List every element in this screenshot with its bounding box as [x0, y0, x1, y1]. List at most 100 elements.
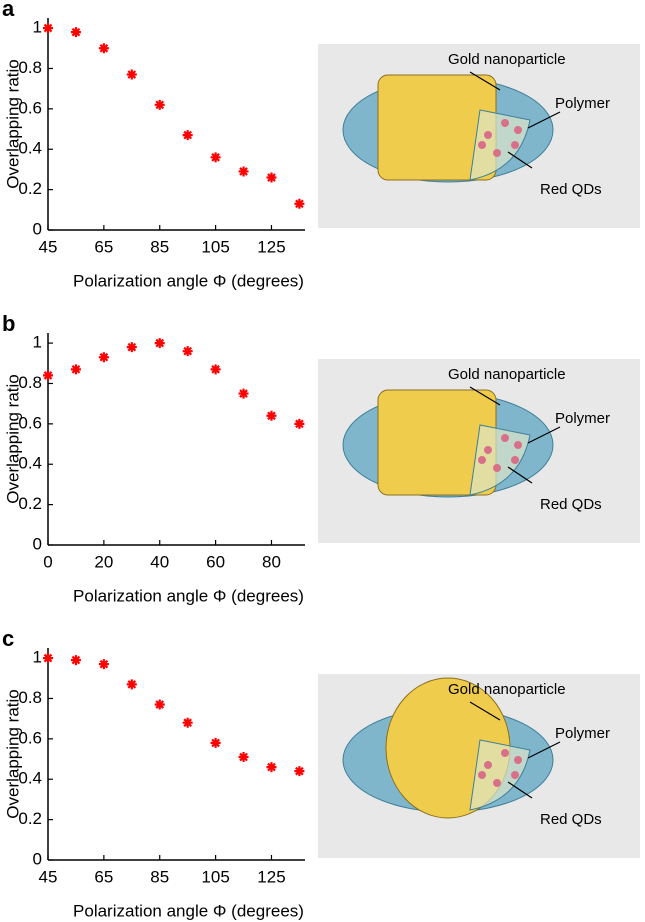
point: [126, 679, 137, 690]
y-tick-label: 0.4: [18, 139, 42, 158]
point: [98, 352, 109, 363]
x-tick-label: 80: [262, 552, 281, 571]
point: [266, 172, 277, 183]
x-tick-label: 40: [150, 552, 169, 571]
point: [294, 418, 305, 429]
point: [182, 346, 193, 357]
x-axis-title: Polarization angle Φ (degrees): [73, 586, 304, 605]
point: [126, 342, 137, 353]
y-tick-label: 0.2: [18, 494, 42, 513]
quantum-dot: [484, 761, 492, 769]
annotation: Gold nanoparticle: [448, 681, 566, 698]
y-tick-label: 0: [33, 534, 42, 553]
quantum-dot: [511, 141, 519, 149]
quantum-dot: [501, 434, 509, 442]
y-tick-label: 0: [33, 849, 42, 868]
x-tick-label: 65: [94, 237, 113, 256]
annotation: Polymer: [555, 95, 610, 112]
point: [98, 43, 109, 54]
point: [154, 699, 165, 710]
quantum-dot: [514, 126, 522, 134]
point: [266, 410, 277, 421]
quantum-dot: [484, 446, 492, 454]
x-tick-label: 60: [206, 552, 225, 571]
point: [182, 717, 193, 728]
annotation: Gold nanoparticle: [448, 366, 566, 383]
leader-line: [469, 701, 501, 721]
y-tick-label: 0.8: [18, 688, 42, 707]
annotation: Red QDs: [540, 496, 602, 513]
annotation: Polymer: [555, 410, 610, 427]
leader-line: [527, 426, 561, 444]
x-tick-label: 45: [39, 237, 58, 256]
illustration: Gold nanoparticle Polymer Red QDs: [318, 674, 640, 858]
leader-line: [507, 466, 533, 484]
y-tick-label: 0.4: [18, 454, 42, 473]
x-tick-label: 85: [150, 237, 169, 256]
y-tick-label: 1: [33, 18, 42, 37]
quantum-dot: [493, 464, 501, 472]
x-tick-label: 125: [257, 867, 285, 886]
point: [126, 69, 137, 80]
leader-line: [527, 741, 561, 759]
point: [70, 655, 81, 666]
point: [210, 152, 221, 163]
x-tick-label: 0: [43, 552, 52, 571]
x-tick-label: 65: [94, 867, 113, 886]
y-tick-label: 0: [33, 219, 42, 238]
quantum-dot: [514, 756, 522, 764]
point: [294, 766, 305, 777]
y-tick-label: 0.8: [18, 373, 42, 392]
quantum-dot: [511, 771, 519, 779]
quantum-dot: [478, 141, 486, 149]
point: [154, 99, 165, 110]
y-axis-title: Overlapping ratio: [3, 59, 22, 188]
quantum-dot: [493, 779, 501, 787]
quantum-dot: [478, 771, 486, 779]
annotation: Red QDs: [540, 181, 602, 198]
y-tick-label: 0.6: [18, 98, 42, 117]
point: [210, 737, 221, 748]
point: [238, 166, 249, 177]
y-tick-label: 0.4: [18, 769, 42, 788]
point: [210, 364, 221, 375]
annotation: Gold nanoparticle: [448, 51, 566, 68]
x-tick-label: 105: [201, 237, 229, 256]
y-tick-label: 0.6: [18, 413, 42, 432]
leader-line: [527, 111, 561, 129]
point: [43, 23, 53, 34]
x-tick-label: 20: [94, 552, 113, 571]
leader-line: [469, 386, 501, 406]
leader-line: [469, 71, 501, 91]
point: [294, 198, 305, 209]
illustration: Gold nanoparticle Polymer Red QDs: [318, 359, 640, 543]
quantum-dot: [501, 119, 509, 127]
y-axis-title: Overlapping ratio: [3, 689, 22, 818]
quantum-dot: [514, 441, 522, 449]
point: [70, 27, 81, 38]
point: [238, 388, 249, 399]
point: [43, 653, 53, 664]
x-axis-title: Polarization angle Φ (degrees): [73, 271, 304, 290]
point: [266, 762, 277, 773]
quantum-dot: [501, 749, 509, 757]
y-axis-title: Overlapping ratio: [3, 374, 22, 503]
quantum-dot: [511, 456, 519, 464]
x-axis-title: Polarization angle Φ (degrees): [73, 901, 304, 920]
point: [182, 130, 193, 141]
quantum-dot: [493, 149, 501, 157]
point: [154, 338, 165, 349]
x-tick-label: 105: [201, 867, 229, 886]
y-tick-label: 0.6: [18, 728, 42, 747]
x-tick-label: 85: [150, 867, 169, 886]
y-tick-label: 0.2: [18, 809, 42, 828]
point: [70, 364, 81, 375]
leader-line: [507, 151, 533, 169]
panel-label: a: [2, 0, 15, 21]
point: [98, 659, 109, 670]
point: [238, 752, 249, 763]
illustration: Gold nanoparticle Polymer Red QDs: [318, 44, 640, 228]
panel-label: b: [2, 311, 15, 336]
x-tick-label: 125: [257, 237, 285, 256]
